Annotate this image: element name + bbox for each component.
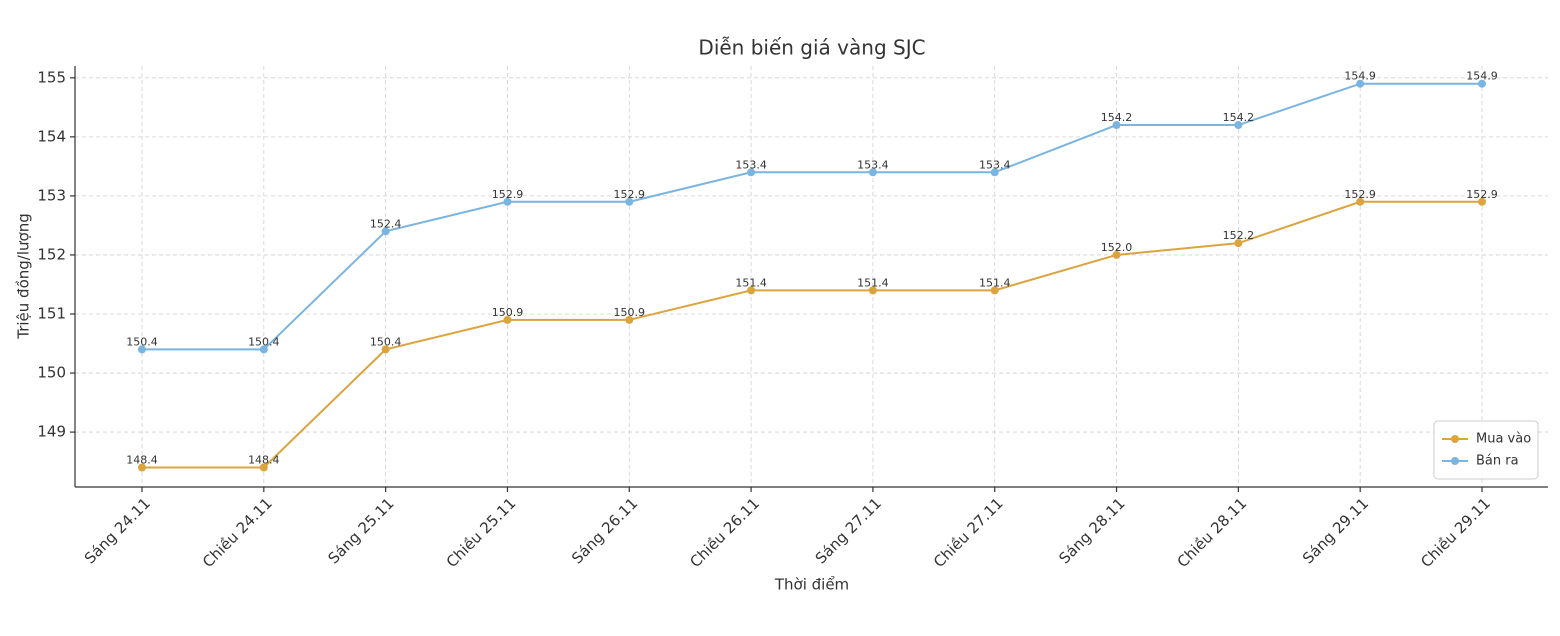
x-tick-label: Chiều 24.11 bbox=[199, 494, 276, 571]
point bbox=[868, 286, 877, 295]
value-label: 152.9 bbox=[1344, 188, 1376, 201]
point bbox=[625, 197, 634, 206]
y-axis-label: Triệu đồng/lượng bbox=[15, 213, 33, 339]
legend-label: Mua vào bbox=[1476, 432, 1531, 447]
point bbox=[1356, 79, 1365, 88]
y-tick-label: 153 bbox=[37, 186, 66, 204]
point bbox=[1112, 121, 1121, 130]
y-tick-label: 149 bbox=[37, 423, 66, 441]
value-label: 150.9 bbox=[492, 306, 524, 319]
legend-marker bbox=[1451, 435, 1459, 443]
value-label: 154.2 bbox=[1223, 111, 1255, 124]
x-tick-label: Chiều 27.11 bbox=[930, 494, 1007, 571]
x-axis-label: Thời điểm bbox=[774, 576, 849, 594]
value-label: 154.9 bbox=[1466, 70, 1498, 83]
x-tick-label: Sáng 27.11 bbox=[812, 494, 885, 567]
point bbox=[1478, 79, 1486, 88]
point bbox=[1478, 197, 1486, 206]
point bbox=[381, 345, 390, 354]
value-label: 148.4 bbox=[126, 454, 158, 467]
value-label: 154.2 bbox=[1101, 111, 1133, 124]
x-tick-label: Chiều 25.11 bbox=[443, 494, 520, 571]
x-tick-label: Sáng 24.11 bbox=[81, 494, 154, 567]
point bbox=[747, 286, 756, 295]
point bbox=[1356, 197, 1365, 206]
point bbox=[138, 345, 146, 354]
chart-title: Diễn biến giá vàng SJC bbox=[698, 36, 925, 60]
value-label: 151.4 bbox=[979, 276, 1011, 289]
value-label: 152.9 bbox=[1466, 188, 1498, 201]
point bbox=[503, 197, 512, 206]
value-label: 152.0 bbox=[1101, 241, 1133, 254]
value-label: 153.4 bbox=[735, 158, 767, 171]
x-tick-label: Sáng 28.11 bbox=[1055, 494, 1128, 567]
point bbox=[990, 168, 999, 177]
point bbox=[1234, 121, 1243, 130]
point bbox=[1234, 239, 1243, 248]
y-tick-label: 150 bbox=[37, 364, 66, 382]
series-line bbox=[142, 200, 1482, 469]
point bbox=[747, 168, 756, 177]
value-label: 152.4 bbox=[370, 217, 402, 230]
point bbox=[1112, 250, 1121, 259]
value-label: 152.9 bbox=[614, 188, 646, 201]
y-tick-label: 151 bbox=[37, 304, 66, 322]
x-tick-label: Chiều 26.11 bbox=[686, 494, 763, 571]
value-label: 154.9 bbox=[1344, 70, 1376, 83]
value-label: 151.4 bbox=[735, 276, 767, 289]
value-label: 151.4 bbox=[857, 276, 889, 289]
y-tick-label: 152 bbox=[37, 245, 66, 263]
point bbox=[503, 315, 512, 324]
point bbox=[990, 286, 999, 295]
value-label: 150.4 bbox=[248, 335, 280, 348]
value-label: 152.9 bbox=[492, 188, 524, 201]
value-label: 148.4 bbox=[248, 454, 280, 467]
x-tick-label: Sáng 29.11 bbox=[1299, 494, 1372, 567]
series-line bbox=[142, 82, 1482, 351]
value-label: 153.4 bbox=[857, 158, 889, 171]
value-label: 152.2 bbox=[1223, 229, 1255, 242]
value-label: 150.9 bbox=[614, 306, 646, 319]
point bbox=[259, 463, 268, 472]
point bbox=[259, 345, 268, 354]
point bbox=[138, 463, 146, 472]
legend-marker bbox=[1451, 457, 1459, 465]
value-label: 153.4 bbox=[979, 158, 1011, 171]
point bbox=[868, 168, 877, 177]
point bbox=[381, 227, 390, 236]
x-tick-label: Sáng 25.11 bbox=[324, 494, 397, 567]
x-tick-label: Sáng 26.11 bbox=[568, 494, 641, 567]
legend-box bbox=[1433, 420, 1539, 480]
y-tick-label: 154 bbox=[37, 127, 66, 145]
y-tick-label: 155 bbox=[37, 68, 66, 86]
legend-label: Bán ra bbox=[1476, 454, 1519, 469]
value-label: 150.4 bbox=[370, 335, 402, 348]
x-tick-label: Chiều 29.11 bbox=[1417, 494, 1494, 571]
point bbox=[625, 315, 634, 324]
value-label: 150.4 bbox=[126, 335, 158, 348]
x-tick-label: Chiều 28.11 bbox=[1174, 494, 1251, 571]
